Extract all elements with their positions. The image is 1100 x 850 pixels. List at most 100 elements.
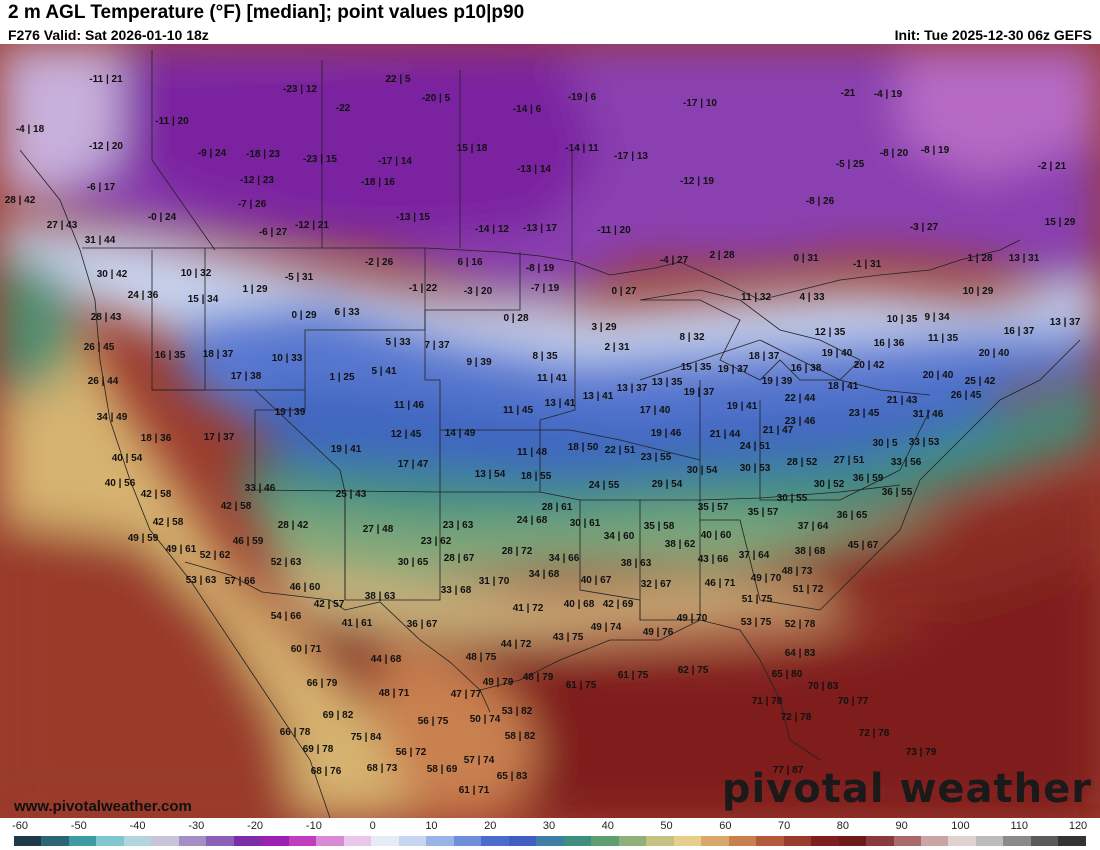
point-value: 49 | 70: [751, 573, 782, 584]
point-value: 0 | 28: [503, 313, 528, 324]
legend-swatch: [233, 836, 262, 846]
legend-tick: -30: [188, 820, 205, 832]
point-value: 31 | 70: [479, 576, 510, 587]
point-value: 10 | 35: [887, 314, 918, 325]
point-value: 44 | 68: [371, 654, 402, 665]
state-line: [700, 519, 821, 611]
point-value: 37 | 64: [739, 550, 770, 561]
point-value: 28 | 72: [502, 546, 533, 557]
point-value: 43 | 75: [553, 632, 584, 643]
legend-swatch: [1058, 836, 1086, 846]
point-value: 16 | 36: [874, 338, 905, 349]
legend-swatch: [123, 836, 152, 846]
point-value: 35 | 57: [698, 502, 729, 513]
point-value: 18 | 55: [521, 471, 552, 482]
legend-swatch: [536, 836, 564, 846]
point-value: 75 | 84: [351, 732, 382, 743]
point-value: 49 | 74: [591, 622, 622, 633]
point-value: 30 | 65: [398, 557, 429, 568]
legend-swatch: [41, 836, 69, 846]
point-value: 11 | 35: [928, 333, 958, 344]
point-value: -1 | 31: [853, 259, 882, 270]
website-credit[interactable]: www.pivotalweather.com: [14, 798, 192, 815]
point-value: -14 | 12: [475, 224, 509, 235]
point-value: 17 | 38: [231, 371, 262, 382]
point-value: 40 | 60: [701, 530, 732, 541]
point-value: 53 | 75: [741, 617, 772, 628]
header: 2 m AGL Temperature (°F) [median]; point…: [0, 0, 1100, 44]
point-value: 19 | 41: [331, 444, 362, 455]
point-value: 18 | 37: [203, 349, 234, 360]
legend-swatch: [481, 836, 509, 846]
point-value: -18 | 23: [246, 149, 280, 160]
point-value: 42 | 58: [221, 501, 252, 512]
point-value: 42 | 57: [314, 599, 345, 610]
legend-swatch: [563, 836, 592, 846]
point-value: 41 | 72: [513, 603, 544, 614]
point-value: 42 | 58: [153, 517, 184, 528]
point-value: -23 | 12: [283, 84, 317, 95]
point-value: 13 | 41: [545, 398, 576, 409]
legend-swatch: [206, 836, 234, 846]
point-value: -12 | 20: [89, 141, 123, 152]
point-value: 52 | 62: [200, 550, 231, 561]
legend-swatch: [151, 836, 179, 846]
point-value: 24 | 68: [517, 515, 548, 526]
point-value: -1 | 22: [409, 283, 438, 294]
point-value: 50 | 74: [470, 714, 501, 725]
point-value: 49 | 61: [166, 544, 197, 555]
state-line: [639, 500, 701, 621]
state-line: [255, 248, 426, 391]
legend-swatch: [426, 836, 454, 846]
point-value: 23 | 55: [641, 452, 672, 463]
point-value: 11 | 48: [517, 447, 547, 458]
point-value: 42 | 69: [603, 599, 634, 610]
legend-swatch: [261, 836, 289, 846]
point-value: 38 | 63: [621, 558, 652, 569]
point-value: 10 | 32: [181, 268, 212, 279]
point-value: 52 | 78: [785, 619, 816, 630]
point-value: 46 | 71: [705, 578, 736, 589]
point-value: 46 | 60: [290, 582, 321, 593]
legend-swatch: [920, 836, 949, 846]
point-value: 1 | 25: [329, 372, 354, 383]
point-value: 15 | 18: [457, 143, 488, 154]
point-value: -0 | 24: [148, 212, 177, 223]
legend-tick: 70: [777, 820, 791, 832]
state-line: [254, 252, 521, 493]
point-value: 24 | 51: [740, 441, 771, 452]
point-value: 19 | 46: [651, 428, 682, 439]
legend-swatch: [316, 836, 344, 846]
point-value: 10 | 29: [963, 286, 994, 297]
point-value: 31 | 46: [913, 409, 944, 420]
legend-tick: -10: [305, 820, 322, 832]
point-value: 19 | 37: [718, 364, 749, 375]
point-value: 65 | 80: [772, 669, 803, 680]
point-value: 42 | 58: [141, 489, 172, 500]
us-mexico-border: [184, 561, 491, 713]
point-value: 46 | 59: [233, 536, 264, 547]
legend-swatch: [453, 836, 482, 846]
point-value: 12 | 45: [391, 429, 422, 440]
legend-swatch: [701, 836, 729, 846]
point-value: -12 | 19: [680, 176, 714, 187]
legend-tick: -20: [247, 820, 264, 832]
point-value: 11 | 46: [394, 400, 424, 411]
legend-tick: 0: [369, 820, 376, 832]
point-value: 2 | 28: [709, 250, 734, 261]
point-value: 66 | 78: [280, 727, 311, 738]
point-value: -17 | 10: [683, 98, 717, 109]
point-value: 19 | 41: [727, 401, 758, 412]
point-value: 13 | 37: [1050, 317, 1081, 328]
legend-colorbar: [14, 836, 1086, 846]
point-value: 28 | 67: [444, 553, 475, 564]
point-value: 28 | 52: [787, 457, 818, 468]
point-value: 31 | 44: [85, 235, 116, 246]
point-value: 30 | 42: [97, 269, 128, 280]
legend-swatch: [343, 836, 372, 846]
point-value: 38 | 63: [365, 591, 396, 602]
point-value: -14 | 11: [565, 143, 599, 154]
temperature-map[interactable]: -11 | 21 -23 | 12 22 | 5 -20 | 5 -19 | 6 -17 …: [0, 44, 1100, 818]
point-value: 2 | 31: [604, 342, 629, 353]
legend-swatch: [838, 836, 867, 846]
